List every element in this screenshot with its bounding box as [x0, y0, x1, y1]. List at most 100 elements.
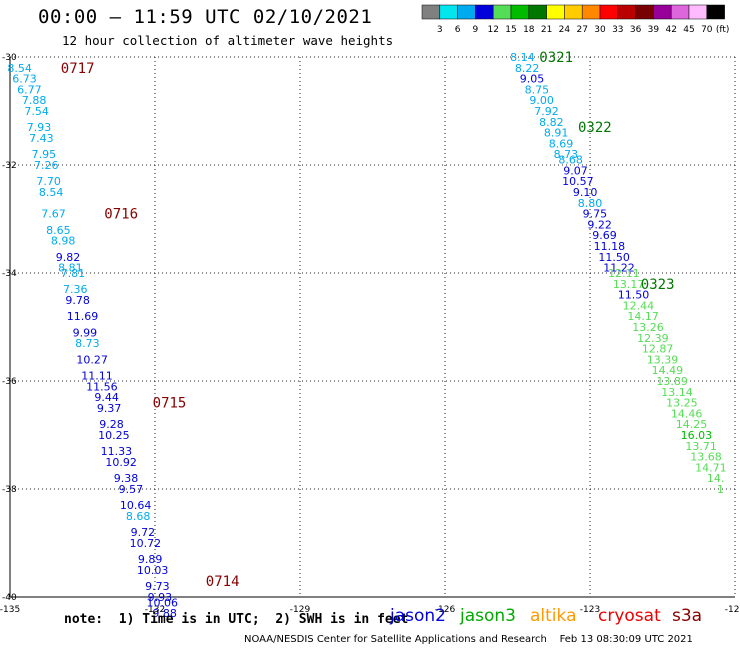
data-point-label: 6.77 — [17, 83, 42, 96]
data-point-label: 13.68 — [690, 451, 722, 464]
data-point-label: 8.73 — [554, 148, 579, 161]
y-tick-label: -40 — [2, 593, 17, 603]
scale-tick-33: 33 — [612, 25, 623, 35]
scale-tick-30: 30 — [594, 25, 606, 35]
data-point-label: 8.22 — [515, 62, 540, 75]
scale-tick-27: 27 — [576, 25, 587, 35]
data-point-label: 10.27 — [76, 353, 108, 366]
data-point-label: 13.17 — [613, 278, 645, 291]
footer-note: note: 1) Time is in UTC; 2) SWH is in fe… — [64, 612, 409, 627]
data-point-label: 11.18 — [594, 240, 626, 253]
data-point-label: 13.39 — [647, 353, 679, 366]
scale-tick-39: 39 — [648, 25, 660, 35]
data-point-label: 13.71 — [685, 440, 717, 453]
data-point-label: 16.03 — [681, 429, 713, 442]
scale-tick-70: 70 — [701, 25, 713, 35]
data-point-label: 7.81 — [61, 267, 86, 280]
data-point-label: 6.73 — [12, 73, 37, 86]
data-point-label: 9.07 — [563, 164, 588, 177]
data-point-label: 9.10 — [573, 186, 598, 199]
data-point-label: 8.65 — [46, 224, 71, 237]
data-point-label: 9.00 — [529, 94, 554, 107]
data-point-label: 12.39 — [637, 332, 669, 345]
data-point-label: 8.14 — [510, 51, 535, 64]
scale-tick-36: 36 — [630, 25, 642, 35]
data-point-label: 12.44 — [623, 299, 655, 312]
legend-jason3: jason3 — [460, 606, 516, 626]
pass-time-label: 0323 — [641, 277, 675, 293]
y-tick-label: -32 — [2, 161, 17, 171]
scale-tick-6: 6 — [455, 25, 461, 35]
y-tick-label: -36 — [2, 377, 17, 387]
data-point-label: 11.33 — [101, 445, 133, 458]
x-tick-label: -135 — [0, 605, 20, 615]
data-point-label: 1 — [717, 483, 724, 496]
data-point-label: 9.78 — [65, 294, 90, 307]
data-point-label: 11.69 — [67, 310, 99, 323]
x-tick-label: -129 — [290, 605, 311, 615]
data-point-label: 13.26 — [632, 321, 664, 334]
data-point-label: 11.11 — [81, 370, 113, 383]
data-point-label: 14.17 — [627, 310, 659, 323]
data-point-label: 10.92 — [105, 456, 137, 469]
data-point-label: 9.69 — [592, 229, 617, 242]
x-tick-label: -120 — [725, 605, 740, 615]
data-point-label: 9.28 — [99, 418, 124, 431]
chart-subtitle: 12 hour collection of altimeter wave hei… — [62, 33, 394, 48]
legend-altika: altika — [530, 606, 577, 626]
data-point-label: 7.43 — [29, 132, 54, 145]
scale-tick-21: 21 — [541, 25, 552, 35]
data-point-label: 13.25 — [666, 397, 698, 410]
pass-time-label: 0715 — [153, 396, 187, 412]
data-point-label: 7.88 — [22, 94, 47, 107]
x-tick-label: -126 — [435, 605, 456, 615]
data-point-label: 7.54 — [24, 105, 49, 118]
data-point-label: 8.80 — [578, 197, 603, 210]
x-tick-label: -132 — [145, 605, 165, 615]
scale-tick-3: 3 — [437, 25, 443, 35]
data-point-label: 8.98 — [51, 235, 76, 248]
data-point-label: 8.68 — [558, 154, 583, 167]
scale-unit: (ft) — [716, 25, 730, 35]
data-point-label: 8.69 — [549, 137, 574, 150]
chart-title: 00:00 – 11:59 UTC 02/10/2021 — [38, 6, 373, 28]
data-point-label: 9.72 — [131, 526, 156, 539]
data-point-label: 10.64 — [120, 499, 152, 512]
data-point-label: 7.36 — [63, 283, 88, 296]
data-point-label: 8.81 — [58, 262, 83, 275]
data-point-label: 10.57 — [562, 175, 594, 188]
data-point-label: 10.06 — [147, 596, 179, 609]
y-tick-label: -38 — [2, 485, 17, 495]
data-point-label: 10.03 — [137, 564, 169, 577]
scale-tick-12: 12 — [487, 25, 498, 35]
data-point-label: 14.25 — [676, 418, 708, 431]
data-point-label: 13.14 — [661, 386, 693, 399]
data-point-label: 8.68 — [126, 510, 151, 523]
footer-credit: NOAA/NESDIS Center for Satellite Applica… — [244, 634, 693, 645]
data-point-label: 8.91 — [544, 127, 569, 140]
data-point-label: 8.82 — [539, 116, 564, 129]
data-point-label: 7.92 — [534, 105, 559, 118]
data-point-label: 10.25 — [98, 429, 130, 442]
pass-time-label: 0716 — [104, 207, 138, 223]
data-point-label: 9.75 — [583, 208, 608, 221]
data-point-label: 8.54 — [39, 186, 64, 199]
data-point-label: 14. — [707, 472, 725, 485]
data-point-label: 9.05 — [520, 73, 545, 86]
y-tick-label: -34 — [2, 269, 17, 279]
data-point-label: 9.38 — [114, 472, 139, 485]
data-point-label: 9.37 — [97, 402, 122, 415]
scale-tick-24: 24 — [559, 25, 571, 35]
data-point-label: 9.73 — [145, 580, 170, 593]
pass-time-label: 0714 — [206, 574, 240, 590]
data-point-label: 9.57 — [119, 483, 144, 496]
data-point-label: 8.54 — [7, 62, 32, 75]
data-point-label: 14.71 — [695, 461, 727, 474]
data-point-label: 11.50 — [618, 289, 650, 302]
data-point-label: 8.73 — [75, 337, 100, 350]
data-point-label: 14.46 — [671, 407, 703, 420]
scale-swatch-16 — [706, 4, 725, 20]
data-point-label: 9.93 — [148, 591, 173, 604]
data-point-label: 10.72 — [130, 537, 162, 550]
data-point-label: 9.44 — [94, 391, 119, 404]
